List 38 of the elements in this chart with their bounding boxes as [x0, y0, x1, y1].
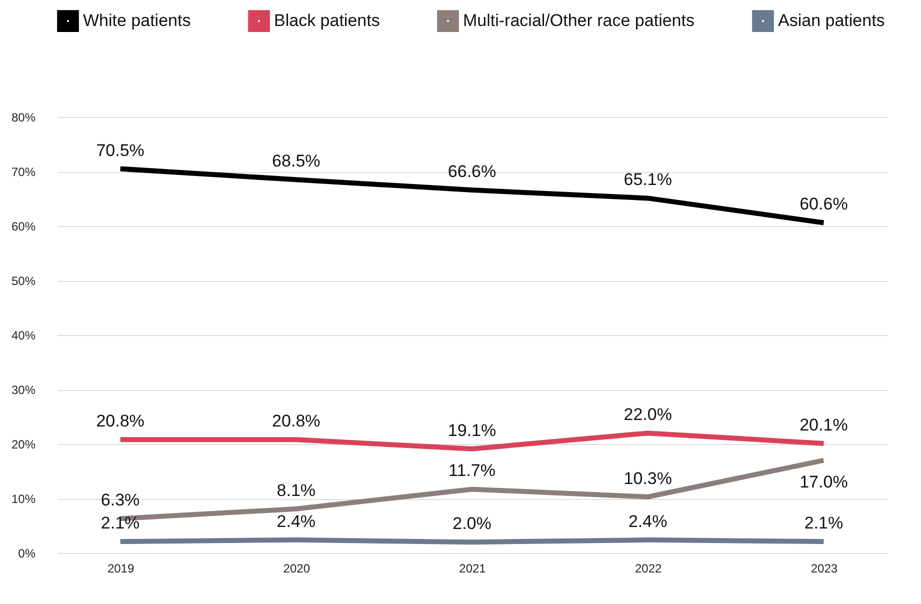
data-label: 22.0% [624, 405, 672, 424]
y-tick-label: 80% [11, 110, 36, 124]
data-label: 20.1% [800, 415, 848, 434]
legend-label: White patients [83, 11, 191, 30]
y-tick-label: 70% [11, 165, 36, 179]
data-label: 65.1% [624, 170, 672, 190]
legend-label: Multi-racial/Other race patients [463, 11, 694, 30]
y-tick-label: 50% [11, 274, 36, 288]
y-tick-label: 20% [11, 438, 36, 452]
x-tick-label: 2020 [283, 562, 310, 576]
data-label: 10.3% [624, 468, 672, 488]
data-label: 19.1% [448, 420, 496, 440]
x-tick-label: 2021 [459, 562, 486, 576]
data-label: 20.8% [272, 412, 320, 431]
x-tick-label: 2023 [810, 562, 838, 576]
data-label: 60.6% [800, 194, 848, 214]
data-label: 66.6% [448, 162, 496, 182]
x-tick-label: 2022 [634, 562, 662, 576]
y-tick-label: 0% [18, 546, 36, 560]
data-label: 2.4% [276, 512, 316, 531]
y-tick-label: 60% [11, 220, 36, 234]
y-tick-label: 10% [11, 492, 36, 506]
data-label: 11.7% [448, 461, 496, 480]
data-label: 2.1% [804, 514, 844, 533]
data-label: 68.5% [272, 152, 320, 171]
data-label: 2.1% [100, 514, 140, 533]
data-label: 8.1% [276, 480, 316, 500]
data-label: 2.4% [628, 512, 668, 531]
y-tick-label: 30% [11, 383, 36, 397]
data-label: 20.8% [96, 412, 144, 431]
data-label: 6.3% [100, 490, 140, 510]
data-label: 17.0% [800, 472, 848, 492]
legend-label: Asian patients [778, 11, 885, 30]
x-tick-label: 2019 [107, 562, 134, 576]
y-tick-label: 40% [11, 328, 36, 342]
data-label: 70.5% [96, 140, 144, 160]
data-label: 2.0% [452, 514, 492, 534]
legend-label: Black patients [274, 11, 380, 30]
